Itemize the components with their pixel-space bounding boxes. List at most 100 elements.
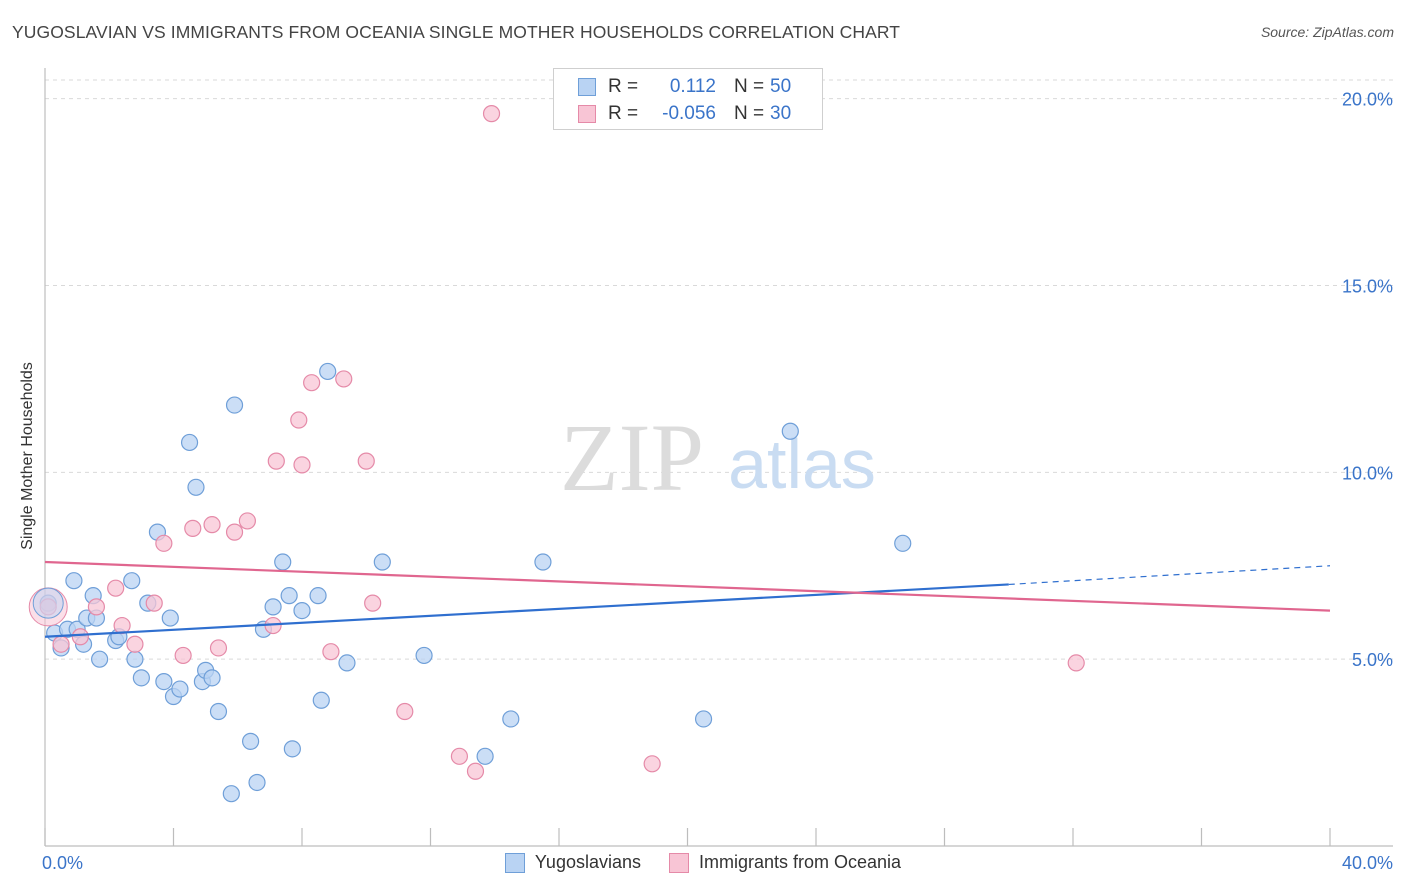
point-oceania: [322, 643, 340, 661]
point-yugoslavians: [280, 587, 298, 605]
legend-label: Immigrants from Oceania: [699, 852, 902, 872]
point-oceania: [87, 598, 106, 616]
watermark-zip: ZIP: [560, 404, 704, 511]
legend-swatch-blue: [578, 78, 596, 96]
legend-item-oceania[interactable]: Immigrants from Oceania: [669, 852, 901, 873]
y-tick-label: 10.0%: [1342, 463, 1393, 483]
legend-swatch-blue: [504, 852, 525, 873]
x-tick-label: 40.0%: [1342, 853, 1393, 873]
trend-lines: [44, 560, 1331, 638]
point-oceania: [466, 762, 485, 780]
point-oceania: [396, 702, 414, 721]
watermark: ZIP atlas: [560, 404, 876, 511]
point-yugoslavians: [123, 572, 141, 590]
point-yugoslavians: [132, 669, 150, 687]
point-oceania: [113, 616, 131, 635]
watermark-atlas: atlas: [728, 425, 876, 503]
legend-swatch-pink: [578, 105, 596, 123]
legend-swatch-pink: [669, 852, 689, 873]
point-oceania: [290, 411, 308, 429]
point-yugoslavians: [312, 691, 330, 709]
data-points: [28, 105, 1085, 803]
point-yugoslavians: [264, 598, 282, 616]
point-yugoslavians: [373, 553, 391, 571]
r-label: R =: [608, 103, 639, 124]
point-oceania: [357, 452, 375, 470]
point-yugoslavians: [283, 740, 301, 758]
point-yugoslavians: [91, 650, 109, 668]
r-label: R =: [608, 76, 639, 97]
point-oceania: [184, 519, 202, 537]
legend-item-yugoslavians[interactable]: Yugoslavians: [504, 852, 641, 873]
point-yugoslavians: [274, 553, 292, 571]
point-yugoslavians: [155, 672, 173, 691]
point-yugoslavians: [319, 362, 337, 381]
point-yugoslavians: [222, 785, 240, 803]
point-yugoslavians: [781, 422, 799, 440]
point-oceania: [155, 534, 173, 552]
point-oceania: [238, 512, 256, 530]
point-yugoslavians: [694, 710, 713, 728]
point-yugoslavians: [293, 601, 311, 620]
point-oceania: [450, 747, 469, 765]
point-oceania: [293, 456, 311, 474]
point-yugoslavians: [338, 654, 356, 672]
y-tick-label: 15.0%: [1342, 277, 1393, 297]
point-yugoslavians: [171, 680, 189, 698]
point-yugoslavians: [161, 609, 179, 627]
r-value: 0.112: [669, 76, 716, 97]
point-oceania: [482, 105, 501, 123]
trend-line-yugoslavians-extension: [1008, 565, 1331, 586]
point-yugoslavians: [248, 773, 266, 792]
point-oceania: [174, 646, 192, 665]
y-tick-label: 5.0%: [1352, 650, 1393, 670]
point-oceania: [107, 579, 125, 597]
point-yugoslavians: [203, 669, 221, 687]
point-oceania: [52, 635, 70, 653]
series-legend: Yugoslavians Immigrants from Oceania: [0, 852, 1406, 873]
point-yugoslavians: [187, 478, 205, 496]
trend-line-oceania: [44, 560, 1331, 612]
stats-row-oceania: R = -0.056 N = 30: [578, 102, 791, 126]
point-oceania: [303, 374, 321, 392]
chart-title: YUGOSLAVIAN VS IMMIGRANTS FROM OCEANIA S…: [12, 22, 901, 42]
point-yugoslavians: [415, 646, 433, 665]
x-tick-label: 0.0%: [42, 853, 83, 873]
point-yugoslavians: [309, 587, 327, 605]
stats-legend: R = 0.112 N = 50 R = -0.056 N = 30: [553, 68, 823, 130]
point-yugoslavians: [225, 396, 244, 414]
point-yugoslavians: [126, 650, 144, 668]
point-yugoslavians: [209, 702, 228, 721]
point-yugoslavians: [180, 433, 199, 452]
n-label: N =: [734, 103, 765, 124]
point-oceania: [145, 594, 163, 612]
point-yugoslavians-cluster: [32, 587, 64, 619]
axes: [44, 68, 1393, 847]
point-oceania: [71, 628, 89, 646]
point-yugoslavians: [242, 732, 260, 750]
point-oceania: [203, 516, 221, 534]
point-yugoslavians: [65, 572, 83, 590]
point-oceania: [126, 635, 144, 653]
tick-labels: 5.0% 10.0% 15.0% 20.0% 0.0% 40.0%: [42, 90, 1393, 873]
point-yugoslavians: [476, 747, 494, 765]
point-oceania: [364, 594, 382, 612]
point-yugoslavians: [894, 534, 912, 552]
n-label: N =: [734, 76, 765, 97]
point-yugoslavians: [502, 710, 520, 728]
r-value: -0.056: [662, 103, 716, 124]
legend-label: Yugoslavians: [534, 852, 641, 872]
grid-lines: [45, 79, 1393, 660]
point-oceania: [643, 755, 661, 773]
n-value: 50: [770, 76, 792, 97]
point-oceania: [1067, 654, 1085, 672]
point-oceania: [335, 370, 353, 388]
point-oceania: [225, 523, 244, 541]
point-oceania: [267, 452, 285, 470]
point-oceania: [209, 639, 228, 657]
stats-row-yugoslavians: R = 0.112 N = 50: [578, 75, 791, 99]
n-value: 30: [770, 103, 792, 124]
point-yugoslavians: [534, 553, 552, 571]
source-label: Source: ZipAtlas.com: [1260, 24, 1394, 40]
